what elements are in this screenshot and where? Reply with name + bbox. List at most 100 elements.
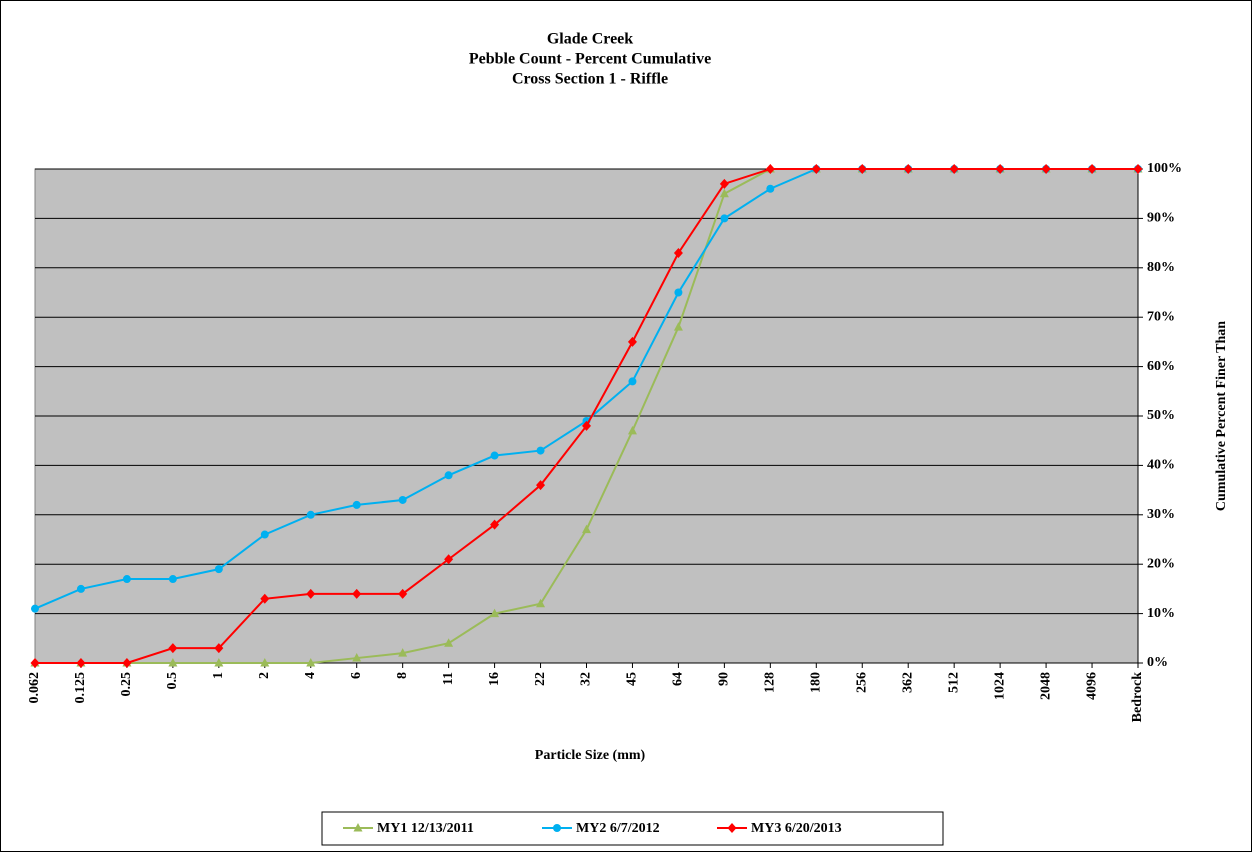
y-tick-label: 30% (1147, 507, 1175, 522)
x-tick-label: 16 (487, 672, 502, 686)
x-tick-label: 8 (395, 672, 410, 679)
marker (765, 164, 775, 174)
marker (30, 658, 40, 668)
x-tick-label: 1 (211, 672, 226, 679)
marker (398, 648, 408, 657)
marker (727, 823, 737, 833)
marker (995, 164, 1005, 174)
x-tick-label: 32 (579, 672, 594, 686)
marker (719, 178, 729, 189)
marker (168, 658, 178, 667)
x-tick-label: 4 (303, 672, 318, 679)
y-tick-label: 0% (1147, 655, 1168, 670)
x-tick-label: 4096 (1084, 672, 1099, 700)
marker (444, 554, 454, 565)
y-tick-label: 100% (1147, 161, 1182, 176)
x-tick-label: 256 (854, 672, 869, 693)
marker (352, 500, 361, 509)
legend-label: MY2 6/7/2012 (576, 821, 660, 836)
marker (903, 164, 913, 174)
marker (1133, 164, 1143, 174)
marker (536, 480, 546, 491)
x-tick-label: 11 (441, 672, 456, 685)
x-tick-label: 512 (946, 672, 961, 693)
legend-item: MY3 6/20/2013 (717, 821, 842, 836)
marker (398, 495, 407, 504)
marker (490, 519, 500, 530)
chart-title: Cross Section 1 - Riffle (512, 71, 668, 88)
marker (260, 658, 270, 667)
y-tick-label: 50% (1147, 408, 1175, 423)
marker (719, 188, 729, 198)
legend-label: MY1 12/13/2011 (377, 821, 474, 836)
x-tick-label: 2 (257, 672, 272, 679)
x-tick-label: 0.5 (165, 672, 180, 690)
marker (214, 658, 224, 667)
marker (260, 530, 269, 539)
chart-title: Pebble Count - Percent Cumulative (469, 51, 711, 68)
marker (536, 598, 546, 608)
marker (76, 584, 85, 593)
x-tick-label: 6 (349, 672, 364, 679)
y-tick-label: 90% (1147, 211, 1175, 226)
x-tick-label: 64 (671, 672, 686, 686)
marker (673, 322, 683, 331)
x-tick-label: 0.25 (119, 672, 134, 697)
y-tick-label: 60% (1147, 359, 1175, 374)
marker (582, 524, 591, 534)
marker (553, 824, 561, 832)
x-tick-label: 362 (900, 672, 915, 693)
marker (674, 288, 683, 297)
x-tick-label: 22 (533, 672, 548, 686)
marker (122, 658, 132, 668)
marker (490, 608, 500, 618)
marker (720, 214, 729, 223)
x-tick-label: 1024 (992, 672, 1007, 700)
legend-label: MY3 6/20/2013 (751, 821, 842, 836)
x-axis-title: Particle Size (mm) (535, 748, 646, 763)
marker (811, 164, 821, 174)
x-tick-label: 0.062 (27, 672, 42, 704)
x-tick-label: 128 (763, 672, 778, 693)
marker (398, 588, 408, 599)
y-tick-label: 40% (1147, 458, 1175, 473)
marker (122, 575, 131, 584)
marker (353, 823, 363, 832)
legend-item: MY1 12/13/2011 (343, 821, 474, 836)
marker (582, 420, 591, 431)
y-tick-label: 70% (1147, 309, 1175, 324)
marker (1041, 164, 1051, 174)
y-axis-title: Cumulative Percent Finer Than (1214, 321, 1229, 511)
marker (766, 184, 775, 193)
legend-box (321, 811, 944, 846)
marker (628, 377, 637, 386)
x-tick-label: 0.125 (73, 672, 88, 704)
marker (444, 471, 453, 480)
marker (673, 247, 683, 258)
marker (1087, 164, 1097, 174)
marker (214, 565, 223, 574)
marker (168, 643, 178, 654)
marker (627, 425, 637, 435)
y-tick-label: 20% (1147, 556, 1175, 571)
x-tick-label: Bedrock (1130, 672, 1145, 723)
marker (260, 593, 270, 604)
marker (306, 510, 315, 519)
marker (857, 164, 867, 174)
x-tick-label: 2048 (1038, 672, 1053, 700)
marker (536, 446, 545, 455)
marker (31, 604, 39, 613)
marker (76, 658, 86, 668)
y-tick-label: 10% (1147, 606, 1175, 621)
marker (444, 638, 454, 647)
x-tick-label: 90 (717, 672, 732, 686)
marker (627, 336, 637, 347)
marker (352, 653, 362, 662)
x-tick-label: 45 (625, 672, 640, 686)
marker (490, 451, 499, 460)
legend-item: MY2 6/7/2012 (542, 821, 660, 836)
marker (949, 164, 959, 174)
marker (352, 588, 362, 599)
x-tick-label: 180 (809, 672, 824, 693)
